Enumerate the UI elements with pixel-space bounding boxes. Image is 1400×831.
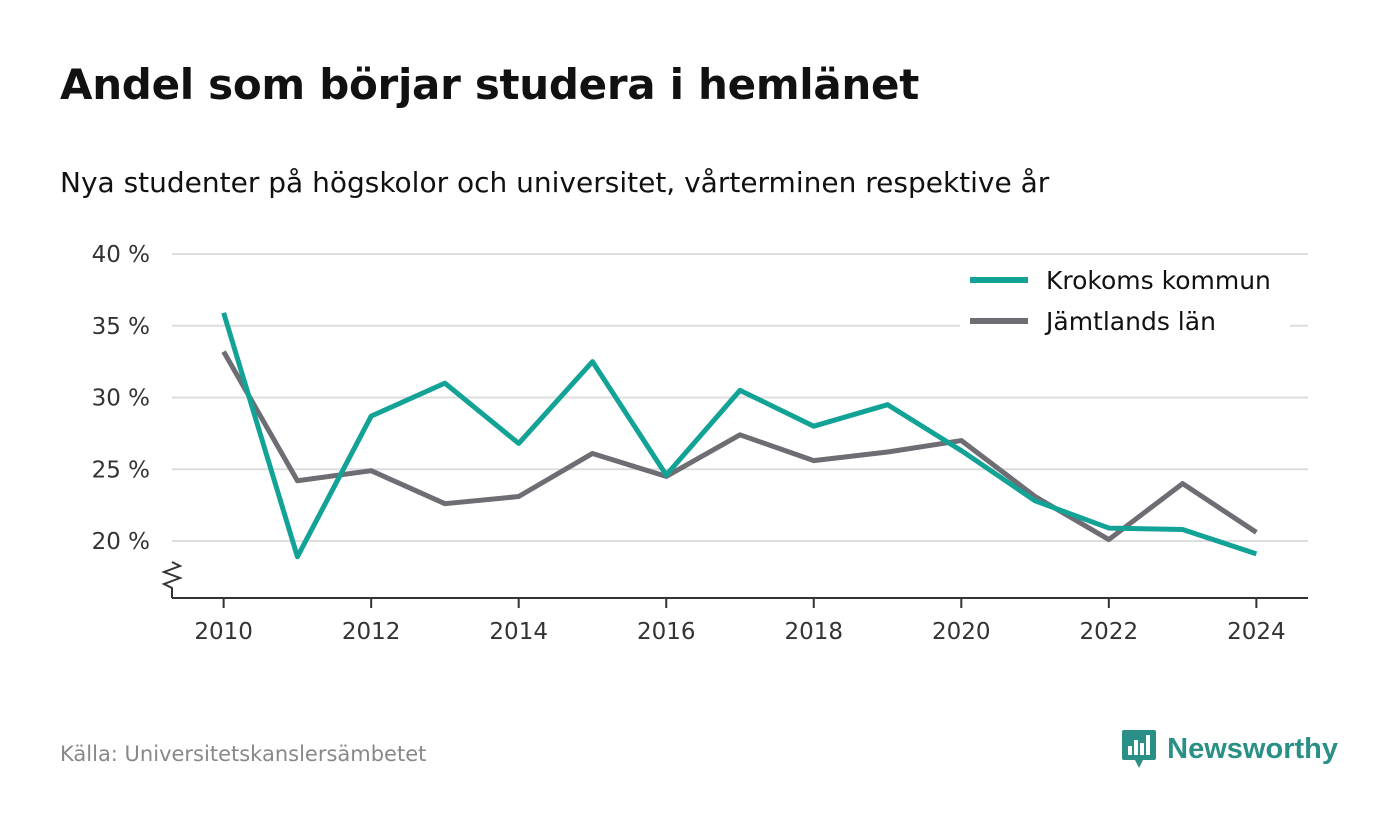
x-tick-label: 2018: [784, 619, 843, 645]
line-chart: 20 %25 %30 %35 %40 % 2010 2012 2014 2016 201…: [92, 242, 1308, 645]
y-tick-label: 40 %: [92, 242, 150, 268]
axis-break-icon: [161, 561, 183, 598]
chart-subtitle: Nya studenter på högskolor och universit…: [60, 166, 1050, 199]
x-axis: [161, 561, 1308, 599]
x-tick-label: 2020: [932, 619, 991, 645]
legend-label: Jämtlands län: [1044, 307, 1216, 336]
x-tick-label: 2024: [1227, 619, 1286, 645]
series-lines: [221, 312, 1258, 560]
legend: Krokoms kommun Jämtlands län: [960, 262, 1290, 338]
x-tick-label: 2010: [194, 619, 253, 645]
x-tick-label: 2012: [342, 619, 401, 645]
newsworthy-logo-icon: [1122, 730, 1157, 768]
x-axis-ticks: 2010 2012 2014 2016 2018 2020 2022 2024: [194, 598, 1286, 645]
series-line-jämtlands-län: [221, 350, 1258, 543]
brand-logo: Newsworthy: [1121, 728, 1338, 770]
x-tick-label: 2016: [637, 619, 696, 645]
y-tick-label: 20 %: [92, 529, 150, 555]
y-tick-label: 25 %: [92, 457, 150, 483]
brand-name: Newsworthy: [1167, 732, 1338, 765]
x-tick-label: 2014: [489, 619, 548, 645]
chart-title: Andel som börjar studera i hemlänet: [60, 60, 919, 109]
legend-background: [960, 262, 1290, 338]
y-tick-label: 30 %: [92, 386, 150, 412]
series-line-krokoms-kommun: [221, 312, 1258, 560]
legend-label: Krokoms kommun: [1046, 266, 1271, 295]
x-tick-label: 2022: [1080, 619, 1139, 645]
y-axis-ticks: 20 % 25 % 30 % 35 % 40 %: [92, 242, 150, 555]
source-note: Källa: Universitetskanslersämbetet: [60, 742, 427, 766]
y-tick-label: 35 %: [92, 314, 150, 340]
